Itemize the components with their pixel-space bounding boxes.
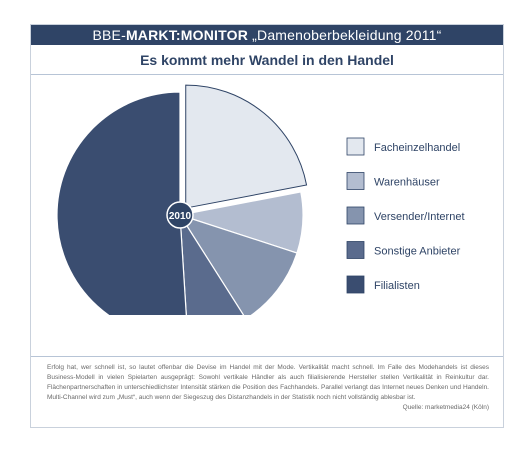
pie-slices [56,84,308,315]
legend-swatch [346,172,365,190]
chart-title: Es kommt mehr Wandel in den Handel [140,52,394,68]
pie-slice-facheinzelhandel [185,84,308,209]
legend-label: Filialisten [374,280,420,292]
pie-slice-sonstige-anbieter [179,214,245,315]
center-badge: 2010 [166,201,194,229]
chart-legend: Facheinzelhandel Warenhäuser Versender/Int… [346,137,465,294]
footer-divider [31,356,503,357]
legend-label: Facheinzelhandel [374,142,460,154]
legend-label: Versender/Internet [374,211,465,223]
pie-slice-versender-internet [178,213,298,315]
banner-subtitle: „Damenoberbekleidung 2011“ [252,27,442,43]
legend-label: Warenhäuser [374,177,440,189]
legend-swatch [346,206,365,225]
chart-panel: BBE-MARKT:MONITOR „Damenoberbekleidung 2… [30,24,504,428]
center-year-label: 2010 [169,211,192,222]
legend-swatch [346,137,365,156]
title-divider [31,74,503,75]
footer-source: Quelle: marketmedia24 (Köln) [402,404,489,411]
footer-text-block: Erfolg hat, wer schnell ist, so lautet o… [47,363,489,413]
brand-prefix: BBE- [92,27,126,43]
pie-chart: Facheinzelhandel Warenhäuser Versender/Int… [56,84,465,315]
legend-swatch [346,241,365,259]
brand-name: MARKT:MONITOR [125,27,249,43]
center-badge-circle [166,201,194,229]
pie-slice-filialisten [56,91,187,315]
legend-swatch [346,275,365,294]
footer-text: Erfolg hat, wer schnell ist, so lautet o… [47,364,489,401]
header-banner: BBE-MARKT:MONITOR „Damenoberbekleidung 2… [31,25,503,45]
legend-label: Sonstige Anbieter [374,246,461,258]
